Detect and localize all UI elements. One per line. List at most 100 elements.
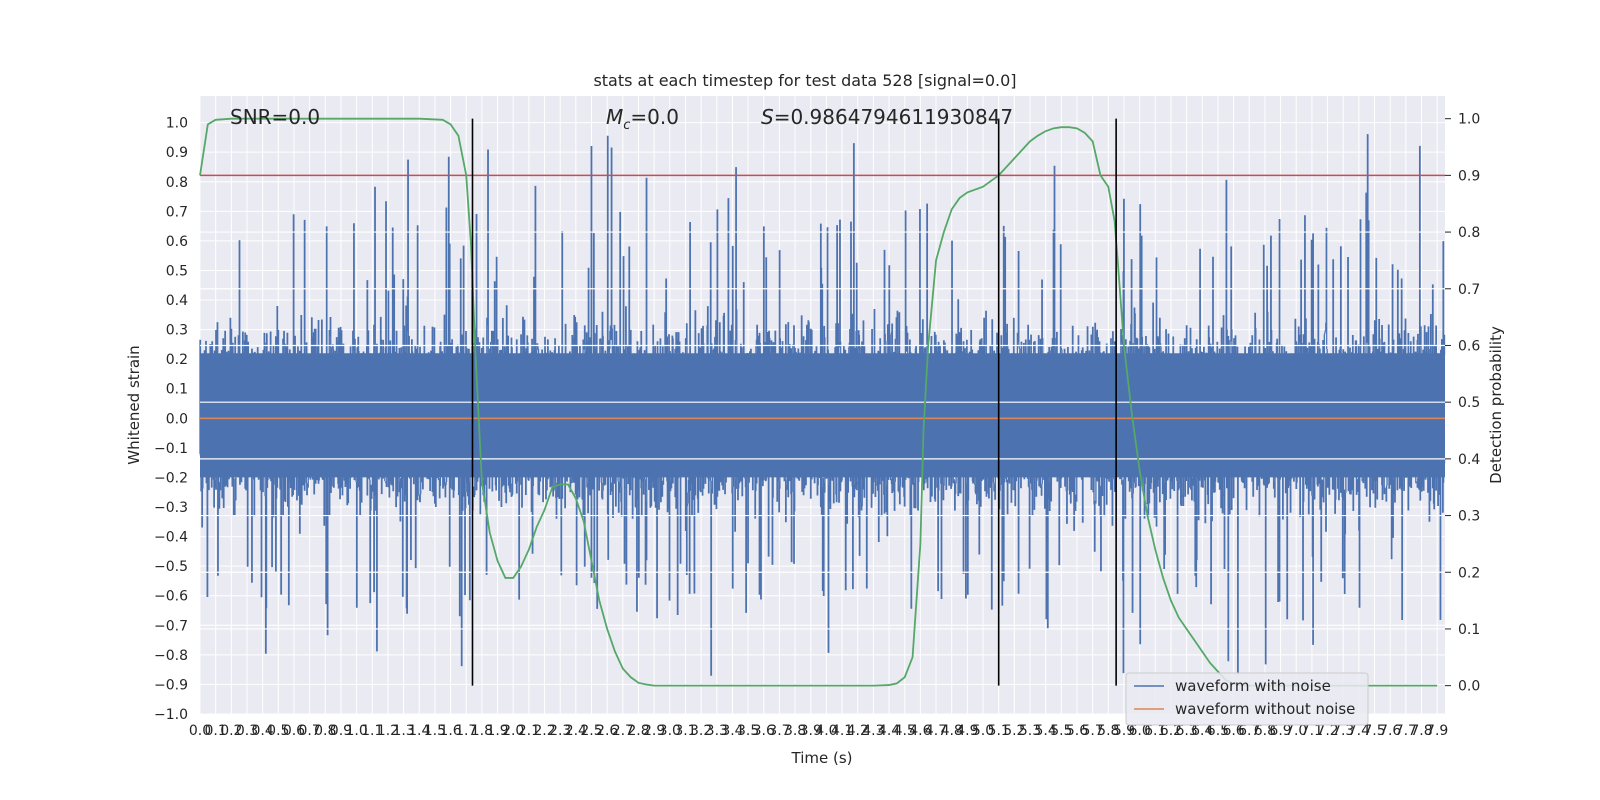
x-tick-label: 3.4 — [721, 723, 743, 739]
x-tick-label: 6.6 — [1222, 723, 1244, 739]
x-tick-label: 7.7 — [1395, 723, 1417, 739]
annotation-s-symbol: S — [761, 105, 774, 129]
x-tick-label: 7.0 — [1285, 723, 1307, 739]
y-right-tick-label: 0.8 — [1458, 225, 1480, 241]
x-tick-label: 5.8 — [1097, 723, 1119, 739]
y-right-tick-label: 0.0 — [1458, 679, 1480, 695]
noise-band — [200, 353, 1445, 478]
x-axis-ticks: 0.00.10.20.30.40.50.60.70.80.91.01.11.21… — [189, 723, 1448, 739]
legend-label-noise: waveform with noise — [1175, 677, 1331, 695]
x-tick-label: 4.0 — [815, 723, 837, 739]
x-tick-label: 0.0 — [189, 723, 211, 739]
x-tick-label: 2.7 — [612, 723, 634, 739]
y-right-tick-label: 0.5 — [1458, 395, 1480, 411]
x-axis-label: Time (s) — [791, 749, 853, 767]
x-tick-label: 6.0 — [1128, 723, 1150, 739]
x-tick-label: 6.5 — [1207, 723, 1229, 739]
x-tick-label: 4.2 — [847, 723, 869, 739]
x-tick-label: 3.7 — [768, 723, 790, 739]
x-tick-label: 3.5 — [737, 723, 759, 739]
x-tick-label: 2.1 — [518, 723, 540, 739]
annotation-chirp-mass: Mc=0.0 — [606, 105, 679, 133]
y-tick-label: −0.9 — [154, 677, 188, 693]
series-waveform-with-noise — [199, 134, 1446, 676]
x-tick-label: 5.7 — [1082, 723, 1104, 739]
x-tick-label: 0.1 — [205, 723, 227, 739]
y-right-tick-label: 0.7 — [1458, 282, 1480, 298]
y-tick-label: 0.8 — [166, 175, 188, 191]
y-tick-label: −1.0 — [154, 707, 188, 723]
x-tick-label: 5.9 — [1113, 723, 1135, 739]
x-tick-label: 1.8 — [471, 723, 493, 739]
x-tick-label: 4.9 — [956, 723, 978, 739]
y-tick-label: 0.5 — [166, 263, 188, 279]
y-tick-label: −0.2 — [154, 470, 188, 486]
y-right-tick-label: 0.3 — [1458, 509, 1480, 525]
x-tick-label: 4.3 — [862, 723, 884, 739]
x-tick-label: 0.8 — [314, 723, 336, 739]
annotation-s-statistic: S=0.9864794611930847 — [761, 105, 1013, 129]
y-tick-label: 0.4 — [166, 293, 188, 309]
x-tick-label: 6.8 — [1254, 723, 1276, 739]
y-tick-label: 0.1 — [166, 382, 188, 398]
x-tick-label: 3.1 — [674, 723, 696, 739]
y-right-tick-label: 0.2 — [1458, 565, 1480, 581]
x-tick-label: 2.3 — [549, 723, 571, 739]
x-tick-label: 7.3 — [1332, 723, 1354, 739]
y-tick-label: −0.6 — [154, 589, 188, 605]
x-tick-label: 0.3 — [236, 723, 258, 739]
y-right-tick-label: 0.9 — [1458, 168, 1480, 184]
legend-label-clean: waveform without noise — [1175, 700, 1355, 718]
y-right-axis-ticks: 0.0 0.1 0.2 0.3 0.4 0.5 0.6 0.7 0.8 0.9 1.0 — [1445, 112, 1480, 695]
y-tick-label: 0.7 — [166, 204, 188, 220]
x-tick-label: 3.8 — [784, 723, 806, 739]
x-tick-label: 5.4 — [1035, 723, 1057, 739]
x-tick-label: 5.3 — [1019, 723, 1041, 739]
x-tick-label: 1.9 — [486, 723, 508, 739]
x-tick-label: 6.2 — [1160, 723, 1182, 739]
x-tick-label: 3.2 — [690, 723, 712, 739]
x-tick-label: 0.4 — [252, 723, 274, 739]
x-tick-label: 1.5 — [424, 723, 446, 739]
y-right-tick-label: 0.4 — [1458, 452, 1480, 468]
y-right-tick-label: 0.1 — [1458, 622, 1480, 638]
x-tick-label: 2.8 — [627, 723, 649, 739]
y-tick-label: −0.1 — [154, 441, 188, 457]
legend-box — [1125, 672, 1369, 726]
x-tick-label: 5.1 — [988, 723, 1010, 739]
y-tick-label: 0.2 — [166, 352, 188, 368]
x-tick-label: 4.7 — [925, 723, 947, 739]
x-tick-label: 4.4 — [878, 723, 900, 739]
x-tick-label: 7.6 — [1379, 723, 1401, 739]
x-tick-label: 3.3 — [706, 723, 728, 739]
y-tick-label: 0.6 — [166, 234, 188, 250]
x-tick-label: 2.6 — [596, 723, 618, 739]
y-tick-label: 0.9 — [166, 145, 188, 161]
y-tick-label: 1.0 — [166, 116, 188, 132]
x-tick-label: 6.9 — [1269, 723, 1291, 739]
chart-title: stats at each timestep for test data 528… — [593, 71, 1016, 90]
x-tick-label: 0.2 — [220, 723, 242, 739]
y-tick-label: 0.3 — [166, 323, 188, 339]
x-tick-label: 6.3 — [1175, 723, 1197, 739]
x-tick-label: 3.6 — [753, 723, 775, 739]
annotation-s-value: =0.9864794611930847 — [774, 105, 1013, 129]
x-tick-label: 7.4 — [1348, 723, 1370, 739]
x-tick-label: 0.9 — [330, 723, 352, 739]
y-tick-label: −0.3 — [154, 500, 188, 516]
y-axis-ticks: −1.0 −0.9 −0.8 −0.7 −0.6 −0.5 −0.4 −0.3 −0.2 −0.1… — [154, 116, 188, 723]
x-tick-label: 1.7 — [455, 723, 477, 739]
x-tick-label: 7.5 — [1363, 723, 1385, 739]
x-tick-label: 0.5 — [267, 723, 289, 739]
annotation-chirp-mass-subscript: c — [623, 118, 630, 133]
x-tick-label: 4.5 — [894, 723, 916, 739]
x-tick-label: 1.4 — [408, 723, 430, 739]
x-tick-label: 3.0 — [659, 723, 681, 739]
x-tick-label: 1.3 — [392, 723, 414, 739]
x-tick-label: 5.2 — [1003, 723, 1025, 739]
probability-curve — [199, 117, 1438, 687]
x-tick-label: 7.1 — [1301, 723, 1323, 739]
x-tick-label: 7.8 — [1410, 723, 1432, 739]
y-tick-label: 0.0 — [166, 411, 188, 427]
